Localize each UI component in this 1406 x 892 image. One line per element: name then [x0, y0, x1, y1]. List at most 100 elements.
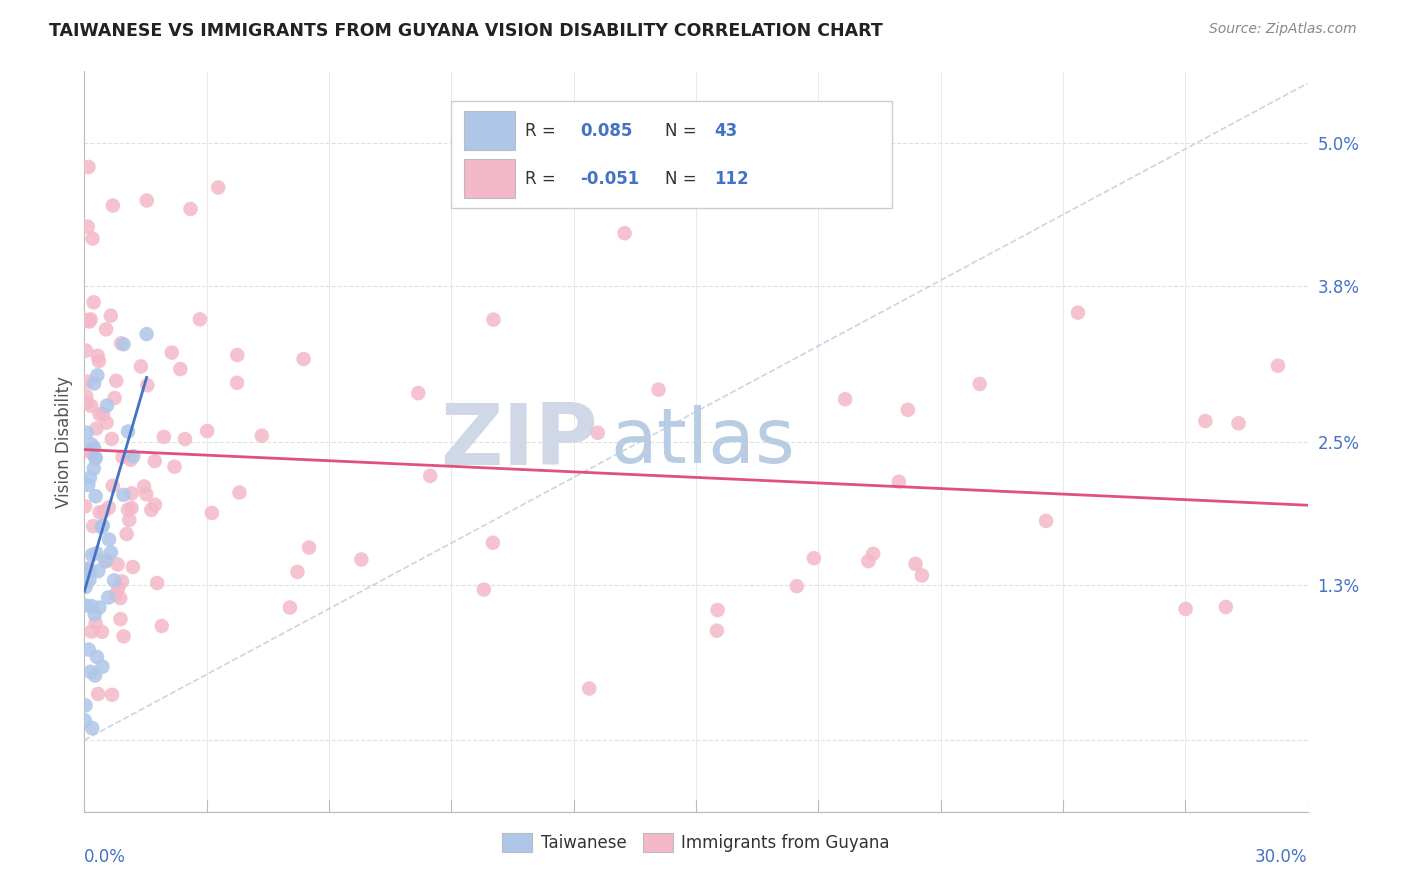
Point	[77, 642, 100, 657]
Point	[146, 576, 169, 591]
Legend: Taiwanese, Immigrants from Guyana: Taiwanese, Immigrants from Guyana	[495, 826, 897, 859]
Point	[84, 451, 107, 466]
Point	[76, 425, 98, 440]
Text: ZIP: ZIP	[440, 400, 598, 483]
Point	[80, 446, 103, 460]
Point	[76, 396, 98, 410]
Point	[75, 698, 97, 713]
Point	[111, 574, 134, 589]
Point	[75, 313, 97, 327]
Point	[107, 581, 129, 595]
Point	[160, 345, 183, 359]
Point	[112, 488, 135, 502]
Point	[250, 428, 273, 442]
Point	[100, 309, 122, 323]
Point	[153, 430, 176, 444]
Point	[77, 160, 100, 174]
Point	[111, 450, 134, 464]
Point	[84, 450, 107, 465]
Point	[1067, 305, 1090, 319]
Point	[350, 552, 373, 566]
Point	[101, 688, 124, 702]
Point	[136, 378, 159, 392]
Point	[84, 615, 107, 630]
Point	[803, 551, 825, 566]
Point	[83, 441, 105, 455]
Point	[613, 226, 636, 240]
Point	[79, 573, 101, 587]
Point	[90, 520, 112, 534]
Point	[706, 624, 728, 638]
Point	[87, 564, 110, 578]
Point	[858, 554, 880, 568]
Point	[887, 475, 910, 489]
Point	[143, 498, 166, 512]
Point	[104, 391, 127, 405]
Point	[84, 668, 107, 682]
Point	[121, 486, 143, 500]
Point	[115, 527, 138, 541]
Point	[91, 624, 114, 639]
Point	[101, 198, 124, 212]
Point	[121, 501, 143, 516]
Point	[292, 352, 315, 367]
Point	[1227, 417, 1250, 431]
Point	[201, 506, 224, 520]
Point	[226, 376, 249, 390]
Point	[94, 322, 117, 336]
Point	[98, 533, 121, 547]
Point	[117, 425, 139, 439]
Point	[87, 354, 110, 368]
Point	[180, 202, 202, 216]
Point	[107, 558, 129, 572]
Point	[1035, 514, 1057, 528]
FancyBboxPatch shape	[464, 160, 515, 198]
Text: 112: 112	[714, 169, 749, 187]
Point	[82, 231, 104, 245]
Point	[472, 582, 495, 597]
Point	[129, 359, 152, 374]
Point	[93, 504, 115, 518]
Point	[79, 314, 101, 328]
Point	[91, 518, 114, 533]
Point	[1267, 359, 1289, 373]
Point	[150, 619, 173, 633]
FancyBboxPatch shape	[464, 112, 515, 150]
Point	[89, 600, 111, 615]
Point	[83, 607, 105, 622]
Point	[298, 541, 321, 555]
Point	[118, 513, 141, 527]
Point	[862, 547, 884, 561]
Point	[97, 591, 120, 605]
Point	[163, 459, 186, 474]
Point	[101, 479, 124, 493]
Point	[77, 478, 100, 492]
Point	[86, 650, 108, 665]
Point	[104, 587, 127, 601]
Point	[91, 659, 114, 673]
Point	[83, 461, 105, 475]
Point	[79, 565, 101, 579]
Point	[79, 312, 101, 326]
Point	[75, 580, 97, 594]
Point	[105, 374, 128, 388]
Point	[77, 375, 100, 389]
Point	[86, 349, 108, 363]
Point	[76, 562, 98, 576]
Point	[80, 437, 103, 451]
Text: Source: ZipAtlas.com: Source: ZipAtlas.com	[1209, 22, 1357, 37]
Point	[121, 560, 143, 574]
Point	[117, 502, 139, 516]
Point	[94, 554, 117, 568]
Point	[101, 432, 124, 446]
Point	[83, 376, 105, 391]
Point	[408, 386, 430, 401]
Point	[75, 599, 97, 613]
Point	[195, 424, 218, 438]
Point	[120, 452, 142, 467]
Point	[76, 219, 98, 234]
Point	[143, 454, 166, 468]
Point	[80, 624, 103, 639]
Text: N =: N =	[665, 169, 702, 187]
Point	[207, 180, 229, 194]
